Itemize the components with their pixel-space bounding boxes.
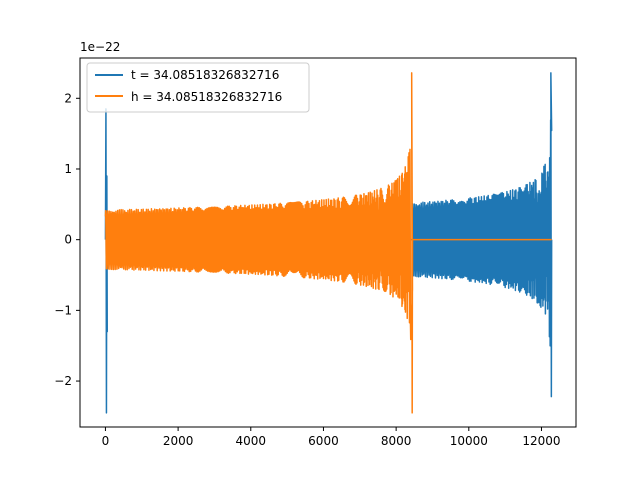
y-tick-label: 0 <box>64 233 72 247</box>
legend-label-h: h = 34.08518326832716 <box>131 90 282 104</box>
y-axis: −2 −1 0 1 2 <box>54 91 80 388</box>
x-tick-label: 0 <box>102 434 110 448</box>
x-tick-label: 6000 <box>308 434 339 448</box>
plot-frame <box>79 57 577 428</box>
series-layer <box>104 72 553 414</box>
y-tick-label: 2 <box>64 91 72 105</box>
x-axis: 0 2000 4000 6000 8000 10000 12000 <box>102 427 561 448</box>
y-tick-label: −2 <box>54 374 72 388</box>
series-h-line <box>104 72 552 414</box>
y-scale-label: 1e−22 <box>80 40 120 54</box>
x-tick-label: 12000 <box>522 434 560 448</box>
legend: t = 34.08518326832716 h = 34.08518326832… <box>86 62 310 113</box>
series-t-line <box>104 72 553 414</box>
x-tick-label: 10000 <box>450 434 488 448</box>
x-tick-label: 4000 <box>236 434 267 448</box>
x-tick-label: 8000 <box>381 434 412 448</box>
y-tick-label: −1 <box>54 303 72 317</box>
y-tick-label: 1 <box>64 162 72 176</box>
legend-label-t: t = 34.08518326832716 <box>131 68 279 82</box>
legend-box <box>86 62 310 113</box>
x-tick-label: 2000 <box>163 434 194 448</box>
